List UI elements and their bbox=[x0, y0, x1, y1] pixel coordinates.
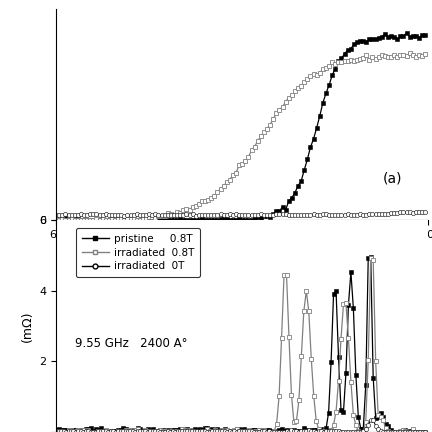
Y-axis label: (mΩ): (mΩ) bbox=[21, 311, 34, 342]
X-axis label: Temperature (K): Temperature (K) bbox=[172, 246, 312, 260]
Text: (a): (a) bbox=[383, 171, 403, 185]
Text: 9.55 GHz   2400 A°: 9.55 GHz 2400 A° bbox=[75, 337, 187, 350]
Legend: pristine     0.8T, irradiated  0.8T, irradiated  0T: pristine 0.8T, irradiated 0.8T, irradiat… bbox=[76, 228, 200, 277]
